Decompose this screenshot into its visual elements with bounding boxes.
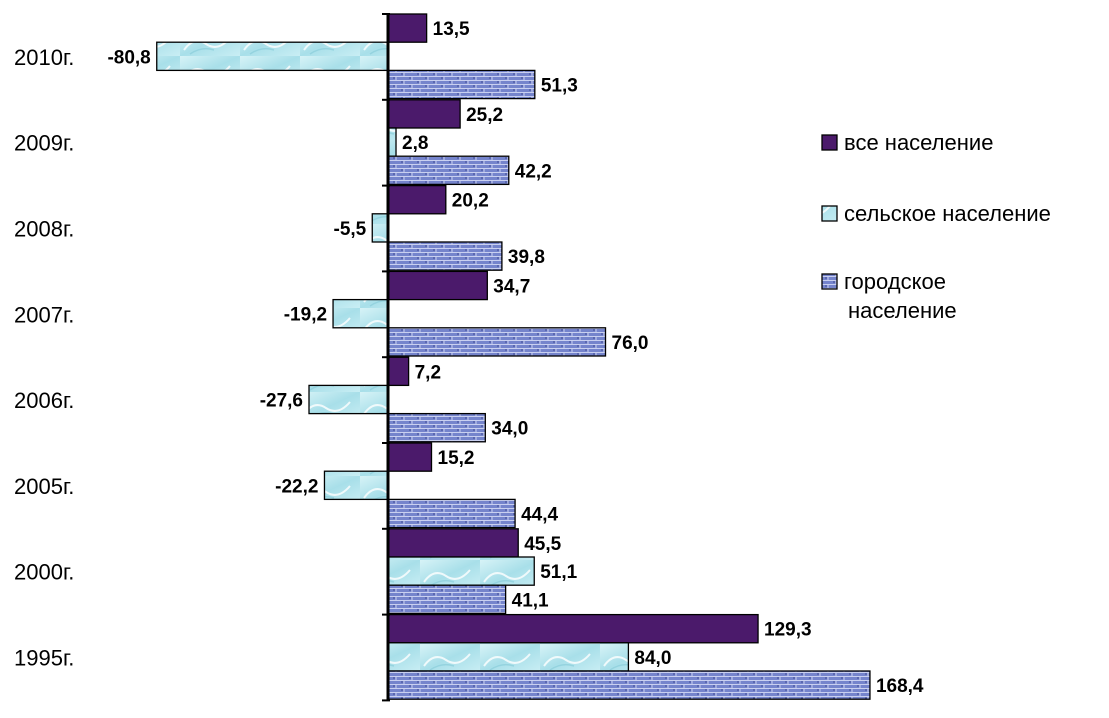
data-label: 129,3: [764, 620, 812, 641]
legend-label: население: [848, 298, 957, 323]
data-label: 34,0: [491, 419, 528, 440]
bar-1995-series-2: [387, 642, 630, 672]
bar-2005-series-2: [323, 470, 389, 501]
data-label: -27,6: [260, 391, 303, 412]
data-label: 13,5: [433, 19, 470, 40]
data-label: 45,5: [524, 534, 561, 555]
legend-swatch: [821, 273, 838, 290]
bar-2006-series-3: [387, 412, 486, 443]
legend-swatch: [821, 205, 838, 222]
bar-2009-series-3: [387, 155, 510, 186]
data-label: -19,2: [284, 305, 327, 326]
bar-2000-series-2: [387, 556, 535, 586]
category-axis: [382, 13, 390, 702]
legend: все население сельское население городское…: [821, 130, 1051, 323]
data-label: 2,8: [402, 133, 428, 154]
bar-2007-series-2: [332, 298, 389, 329]
data-label: -22,2: [275, 476, 318, 497]
bar-2008-series-2: [371, 213, 389, 243]
bar-2008-series-3: [387, 241, 503, 271]
data-label: 168,4: [876, 676, 924, 697]
data-label: 51,1: [540, 562, 577, 583]
bar-2006-series-1: [387, 356, 410, 387]
labels-layer: 13,5 -80,8 51,3 2010г. 25,2 2,8 42,2 2009г. 20,2…: [14, 19, 924, 697]
data-label: 39,8: [508, 247, 545, 268]
bar-2006-series-2: [308, 384, 389, 415]
category-label: 2006г.: [14, 388, 74, 413]
bar-2010-series-1: [387, 13, 428, 43]
category-label: 2010г.: [14, 45, 74, 70]
data-label: 41,1: [512, 590, 549, 611]
bar-2009-series-1: [387, 99, 461, 129]
data-label: 51,3: [541, 76, 578, 97]
bar-2000-series-3: [387, 584, 507, 615]
data-label: 15,2: [438, 448, 475, 469]
data-label: 34,7: [493, 277, 530, 298]
data-label: 84,0: [634, 648, 671, 669]
data-label: -80,8: [107, 47, 150, 68]
category-label: 2007г.: [14, 302, 74, 327]
legend-label: все население: [844, 130, 993, 155]
bar-2007-series-3: [387, 327, 607, 357]
legend-swatch: [821, 134, 838, 151]
legend-label: городское: [844, 269, 946, 294]
bar-1995-series-1: [387, 613, 759, 644]
data-label: 76,0: [612, 333, 649, 354]
data-label: -5,5: [334, 219, 367, 240]
category-label: 2000г.: [14, 560, 74, 585]
bar-2010-series-2: [156, 41, 389, 72]
bar-2007-series-1: [387, 270, 488, 301]
bar-2010-series-3: [387, 69, 536, 100]
bar-2008-series-1: [387, 184, 447, 215]
data-label: 42,2: [515, 161, 552, 182]
bar-2000-series-1: [387, 528, 519, 558]
bar-2005-series-1: [387, 442, 433, 472]
category-label: 2009г.: [14, 131, 74, 156]
data-label: 7,2: [415, 362, 441, 383]
legend-label: сельское население: [844, 201, 1051, 226]
category-label: 1995г.: [14, 646, 74, 671]
bar-1995-series-3: [387, 670, 871, 700]
category-label: 2005г.: [14, 474, 74, 499]
bars-layer: [156, 13, 871, 700]
bar-2005-series-3: [387, 498, 516, 529]
data-label: 20,2: [452, 191, 489, 212]
category-label: 2008г.: [14, 217, 74, 242]
data-label: 44,4: [521, 505, 558, 526]
data-label: 25,2: [466, 105, 503, 126]
